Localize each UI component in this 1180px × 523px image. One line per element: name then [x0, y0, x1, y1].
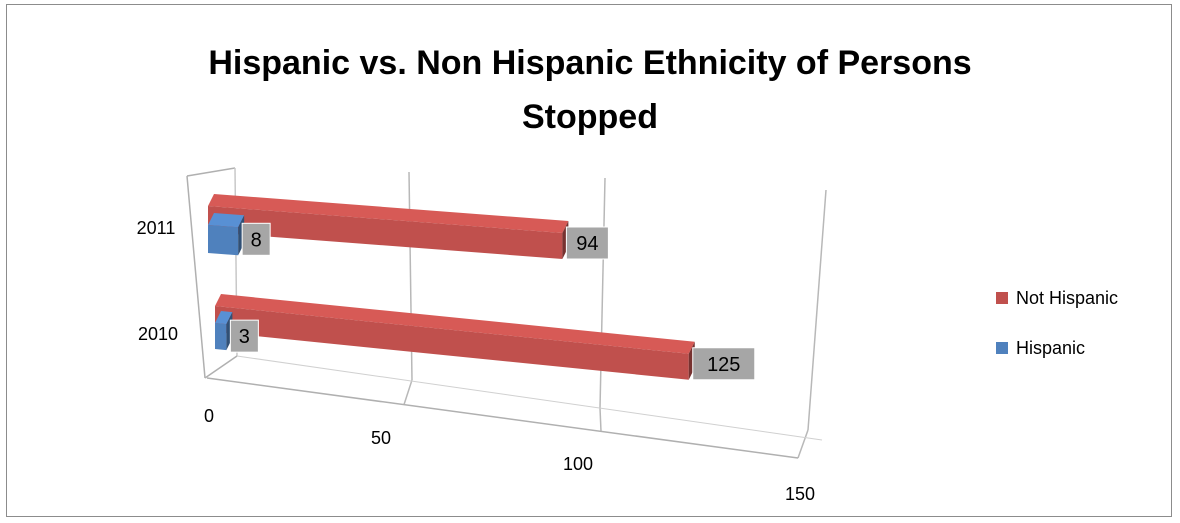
legend-swatch — [996, 292, 1008, 304]
bar-top-hispanic-2011 — [208, 213, 245, 228]
bar-hispanic-2010 — [215, 323, 227, 351]
data-label-box — [565, 226, 609, 260]
category-axis-line — [186, 175, 206, 379]
legend-label: Not Hispanic — [1016, 288, 1118, 308]
legend-swatch — [996, 342, 1008, 354]
floor-gridline-150 — [797, 429, 809, 459]
data-label-box — [229, 319, 259, 353]
bar-top-not-hispanic-2010 — [215, 294, 695, 354]
value-tick-label: 0 — [204, 406, 214, 426]
chart-frame — [6, 4, 1172, 517]
data-label: 8 — [251, 229, 262, 251]
chart-title-line-1: Hispanic vs. Non Hispanic Ethnicity of P… — [208, 44, 972, 82]
floor-left-edge — [204, 355, 238, 379]
gridline-150 — [807, 189, 827, 431]
data-label-box — [241, 222, 271, 256]
value-tick-label: 100 — [563, 454, 593, 474]
bars — [208, 194, 695, 380]
tick-labels: 0 50 100 150 2011 2010 — [137, 218, 815, 504]
legend: Not Hispanic Hispanic — [996, 288, 1118, 358]
value-axis-line — [206, 377, 799, 459]
data-label: 3 — [239, 326, 250, 348]
data-label-box — [692, 347, 756, 381]
bar-not-hispanic-2010 — [215, 306, 689, 380]
bar-top-not-hispanic-2011 — [208, 194, 569, 234]
back-wall-top-edge — [186, 167, 236, 177]
category-tick-label: 2010 — [138, 324, 178, 344]
chart-title-line-2: Stopped — [522, 98, 658, 136]
gridline-100 — [599, 177, 606, 409]
category-tick-label: 2011 — [137, 218, 176, 238]
bar-hispanic-2011 — [208, 225, 239, 256]
bar-not-hispanic-2011 — [208, 206, 563, 260]
chart-title: Hispanic vs. Non Hispanic Ethnicity of P… — [0, 36, 1180, 144]
bar-top-hispanic-2010 — [215, 311, 233, 325]
floor-gridline-50 — [403, 379, 413, 405]
axes — [186, 167, 823, 459]
legend-label: Hispanic — [1016, 338, 1085, 358]
floor-gridline-100 — [599, 407, 602, 432]
floor-back-edge — [236, 355, 823, 441]
value-tick-label: 150 — [785, 484, 815, 504]
data-labels: 94 8 125 3 — [229, 222, 756, 381]
value-tick-label: 50 — [371, 428, 391, 448]
data-label: 94 — [576, 233, 598, 255]
data-label: 125 — [707, 354, 740, 376]
